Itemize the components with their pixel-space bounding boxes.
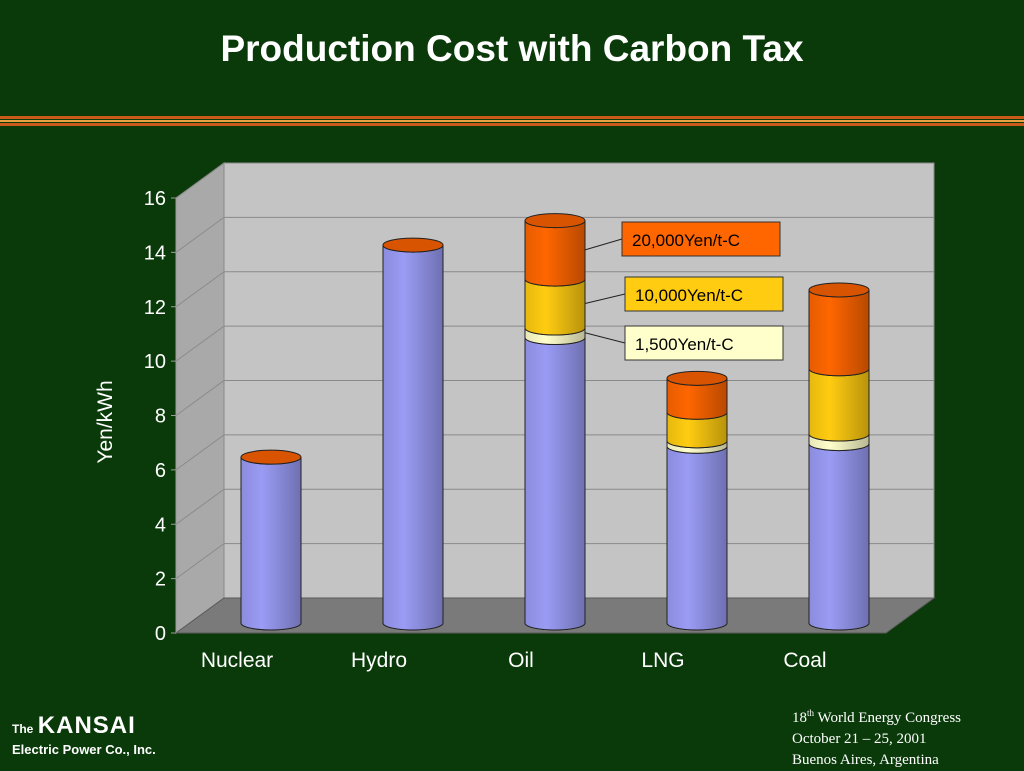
y-tick-label: 10: [144, 351, 166, 373]
y-tick-label: 0: [155, 623, 166, 645]
gridline-side: [175, 216, 225, 253]
stacked-bar-chart: 0 2 4 6 8 10 12 14 16 Nuclear Hydro Oil LNG Coal 20,…: [94, 162, 936, 672]
event-info: 18th World Energy Congress October 21 – …: [792, 703, 961, 771]
bar-segment-coal-2: [808, 368, 870, 442]
gridline-side: [175, 434, 225, 471]
x-tick-label: Oil: [508, 649, 534, 672]
bar-top-cap: [524, 213, 586, 229]
event-name: World Energy Congress: [817, 710, 962, 726]
slide-title: Production Cost with Carbon Tax: [220, 28, 804, 69]
bar-segment-nuclear-0: [240, 457, 302, 631]
callout-leader: [584, 332, 626, 344]
gridline-side: [175, 271, 225, 308]
bar-segment-oil-2: [524, 278, 586, 336]
callout-box: [624, 276, 784, 312]
bar-top-cap: [808, 282, 870, 298]
y-tick-label: 4: [155, 514, 166, 536]
y-tick-label: 8: [155, 406, 166, 428]
callout-box: [621, 221, 781, 257]
company-logo: The KANSAI Electric Power Co., Inc.: [12, 712, 156, 757]
y-axis-ticks: 0 2 4 6 8 10 12 14 16: [144, 188, 177, 645]
gridline-side: [175, 325, 225, 362]
gridline-side: [175, 488, 225, 525]
x-tick-label: Hydro: [351, 649, 407, 672]
bar-segment-coal-0: [808, 443, 870, 631]
callout-label: 10,000Yen/t-C: [635, 286, 743, 305]
gridline-side: [175, 380, 225, 416]
event-title-line: 18th World Energy Congress: [792, 703, 961, 729]
x-tick-label: Nuclear: [201, 649, 273, 672]
x-axis-ticks: Nuclear Hydro Oil LNG Coal: [201, 649, 827, 672]
event-ordinal: 18: [792, 710, 807, 726]
callout-leader: [584, 238, 623, 251]
bar-segment-lng-0: [666, 446, 728, 631]
y-tick-label: 6: [155, 460, 166, 482]
event-dates: October 21 – 25, 2001: [792, 731, 927, 747]
bar-top-cap: [666, 370, 728, 386]
callout-label: 20,000Yen/t-C: [632, 231, 740, 250]
chart-callouts: 20,000Yen/t-C 10,000Yen/t-C 1,500Yen/t-C: [584, 221, 784, 361]
gridline-side: [175, 162, 225, 199]
callout-label: 1,500Yen/t-C: [635, 335, 734, 354]
bar-top-cap: [382, 237, 444, 253]
bar-segment-oil-0: [524, 337, 586, 631]
x-tick-label: Coal: [783, 649, 826, 672]
logo-the: The: [12, 722, 34, 736]
y-tick-label: 2: [155, 569, 166, 591]
bar-segment-coal-3: [808, 289, 870, 377]
title-divider: [0, 116, 1024, 126]
chart-bars: [240, 213, 870, 631]
x-tick-label: LNG: [641, 649, 684, 672]
callout-box: [624, 325, 784, 361]
y-axis-label: Yen/kWh: [94, 380, 117, 463]
bar-top-cap: [240, 449, 302, 465]
logo-name: KANSAI: [37, 712, 136, 739]
event-place: Buenos Aires, Argentina: [792, 752, 939, 768]
y-tick-label: 16: [144, 188, 166, 210]
gridline-side: [175, 543, 225, 580]
event-ordinal-suffix: th: [807, 708, 815, 718]
y-tick-label: 12: [144, 297, 166, 319]
bar-segment-hydro-0: [382, 244, 444, 631]
bar-segment-oil-3: [524, 220, 586, 287]
y-tick-label: 14: [144, 242, 166, 264]
logo-subtitle: Electric Power Co., Inc.: [12, 742, 156, 757]
callout-leader: [584, 293, 626, 305]
